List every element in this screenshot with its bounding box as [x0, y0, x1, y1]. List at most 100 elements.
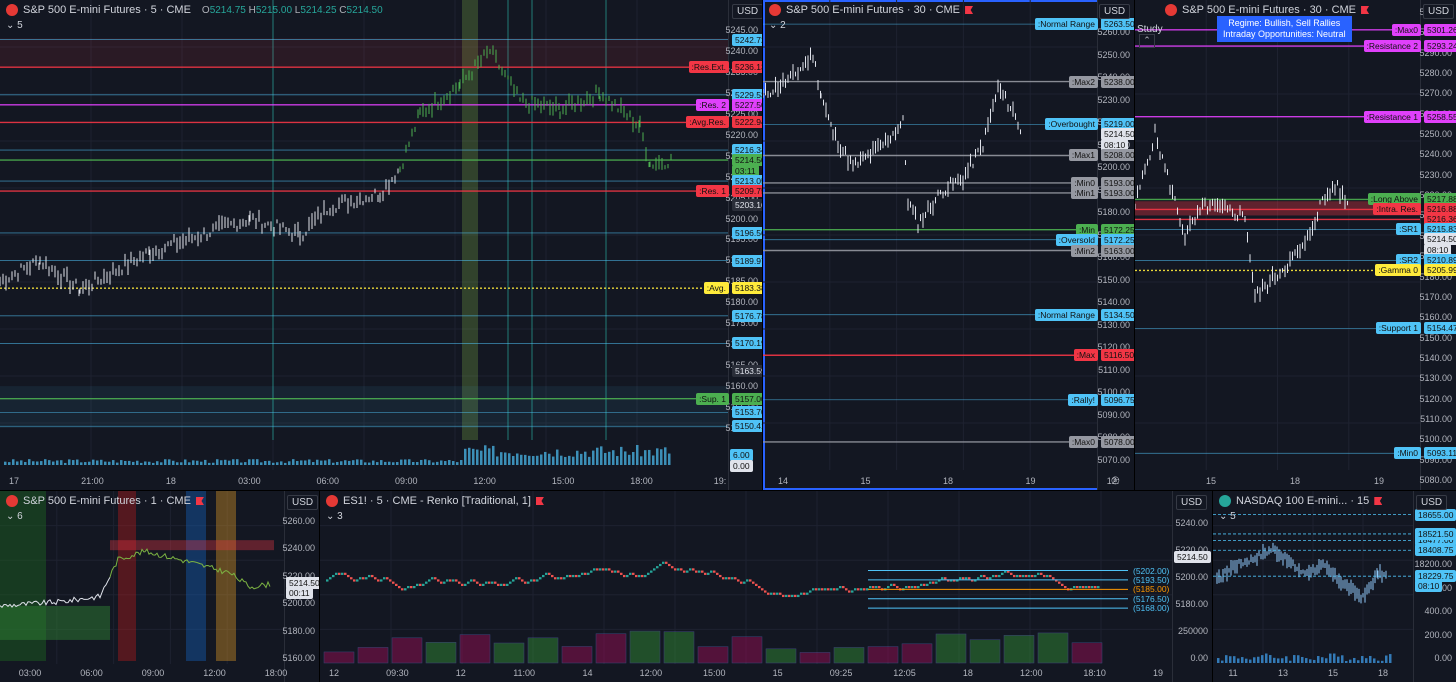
renko-brick [554, 577, 557, 580]
price-tick-label: 5100.00 [1097, 387, 1130, 398]
price-level-value: 5214.50 [732, 154, 762, 167]
indicator-collapse-toggle[interactable]: ⌄ 3 [326, 511, 343, 522]
price-plot-es-study[interactable] [1135, 0, 1456, 490]
currency-button[interactable]: USD [1176, 495, 1208, 510]
renko-brick [989, 577, 992, 580]
symbol-title[interactable]: ES1! · 5 · CME - Renko [Traditional, 1] [343, 495, 531, 507]
price-tick-label: 5100.00 [1419, 434, 1452, 445]
volume-bar [580, 453, 583, 465]
chart-pane-renko[interactable]: ES1! · 5 · CME - Renko [Traditional, 1] … [320, 491, 1212, 682]
currency-button[interactable]: USD [287, 495, 319, 510]
symbol-title[interactable]: S&P 500 E-mini Futures · 30 · CME [1182, 4, 1357, 16]
renko-brick [443, 581, 446, 584]
symbol-title[interactable]: S&P 500 E-mini Futures · 1 · CME [23, 495, 191, 507]
price-level-value: 5210.89 [1424, 254, 1456, 267]
renko-brick [752, 581, 755, 584]
renko-brick [413, 586, 416, 589]
price-level-name: :Max0 [1068, 435, 1098, 448]
price-tick-label: 0.00 [1190, 653, 1208, 663]
renko-brick [1055, 579, 1058, 582]
chart-pane-es-30min[interactable]: S&P 500 E-mini Futures · 30 · CME ⌄ 2 US… [763, 0, 1134, 490]
chart-pane-es-30min-study[interactable]: Study S&P 500 E-mini Futures · 30 · CME … [1135, 0, 1456, 490]
indicator-collapse-toggle[interactable]: ⌄ 5 [6, 20, 23, 31]
volume-bar [1245, 658, 1248, 663]
currency-button[interactable]: USD [1423, 4, 1455, 19]
resistance-band [0, 38, 728, 68]
renko-brick [371, 574, 374, 578]
indicator-collapse-toggle[interactable]: ⌄ 2 [769, 20, 786, 31]
volume-block [391, 637, 423, 664]
renko-brick [1034, 574, 1037, 578]
renko-brick [422, 583, 425, 586]
volume-bar [1329, 653, 1332, 663]
time-tick-label: 19 [1373, 476, 1385, 486]
time-tick-label: 17 [8, 476, 20, 486]
flag-icon[interactable] [1361, 6, 1370, 14]
volume-block [1003, 635, 1035, 664]
price-level-name: :Max [1073, 349, 1098, 362]
time-tick-label: 15 [1205, 476, 1217, 486]
volume-bar [508, 453, 511, 465]
indicator-collapse-toggle[interactable]: ⌄ 6 [6, 511, 23, 522]
indicator-collapse-toggle[interactable]: ⌄ 5 [1219, 511, 1236, 522]
volume-bar [312, 462, 315, 465]
volume-bar [380, 460, 383, 465]
time-tick-label: 21:00 [81, 476, 104, 486]
symbol-logo-icon [1165, 4, 1177, 16]
renko-brick [980, 574, 983, 578]
price-level-value: 5216.36 [1424, 213, 1456, 226]
price-plot-es-30min[interactable] [763, 0, 1134, 490]
price-level-name: :Oversold [1055, 233, 1098, 246]
chart-pane-nasdaq[interactable]: NASDAQ 100 E-mini... · 15 ⌄ 5 USD 18600.… [1213, 491, 1456, 682]
renko-brick [710, 570, 713, 573]
price-level-value: 5238.00 [1101, 75, 1134, 88]
price-level-value: 08:10 [1415, 580, 1443, 593]
currency-button[interactable]: USD [732, 4, 762, 19]
symbol-title[interactable]: S&P 500 E-mini Futures · 5 · CME [23, 4, 191, 16]
volume-bar [144, 461, 147, 465]
renko-brick [707, 572, 710, 575]
renko-brick [383, 577, 386, 580]
symbol-title[interactable]: S&P 500 E-mini Futures · 30 · CME [786, 4, 961, 16]
volume-bar [1389, 654, 1392, 663]
chart-pane-es-5min[interactable]: S&P 500 E-mini Futures · 5 · CME O5214.7… [0, 0, 762, 490]
price-tick-label: 5180.00 [1175, 599, 1208, 609]
renko-brick [347, 574, 350, 578]
price-level-value: 5172.25 [1101, 223, 1134, 236]
renko-brick [803, 592, 806, 595]
flag-icon[interactable] [1374, 497, 1383, 505]
renko-brick [359, 577, 362, 580]
time-tick-label: 18 [1289, 476, 1301, 486]
volume-bar [624, 451, 627, 465]
price-line [109, 548, 271, 590]
price-plot-renko[interactable] [320, 491, 1212, 682]
renko-brick [827, 588, 830, 591]
renko-brick [674, 568, 677, 571]
price-level-name: :Max1 [1068, 149, 1098, 162]
flag-icon[interactable] [965, 6, 974, 14]
price-plot-es-1min[interactable] [0, 491, 319, 682]
price-tick-label: 0.00 [1434, 653, 1452, 663]
symbol-logo-icon [6, 495, 18, 507]
volume-bar [568, 455, 571, 465]
renko-brick [950, 579, 953, 582]
price-tick-label: 5130.00 [1419, 373, 1452, 384]
flag-icon[interactable] [535, 497, 544, 505]
volume-bar [360, 459, 363, 465]
collapse-chevron-up-icon[interactable]: ⌃ [1139, 34, 1155, 48]
chart-pane-es-1min[interactable]: S&P 500 E-mini Futures · 1 · CME ⌄ 6 USD… [0, 491, 319, 682]
price-axis[interactable] [1172, 491, 1212, 682]
price-plot-es-5min[interactable] [0, 0, 762, 490]
price-level-name: :Long Above [1367, 193, 1421, 206]
symbol-title[interactable]: NASDAQ 100 E-mini... · 15 [1236, 495, 1370, 507]
renko-brick [689, 568, 692, 571]
price-level-name: :Res.Ext. [688, 61, 729, 74]
price-plot-nasdaq[interactable] [1213, 491, 1456, 682]
currency-button[interactable]: USD [1416, 495, 1448, 510]
renko-brick [797, 594, 800, 598]
renko-brick [896, 586, 899, 589]
currency-button[interactable]: USD [1099, 4, 1131, 19]
flag-icon[interactable] [195, 497, 204, 505]
settings-gear-icon[interactable]: ◎ [1111, 475, 1120, 486]
price-tick-label: 5175.00 [725, 318, 758, 329]
